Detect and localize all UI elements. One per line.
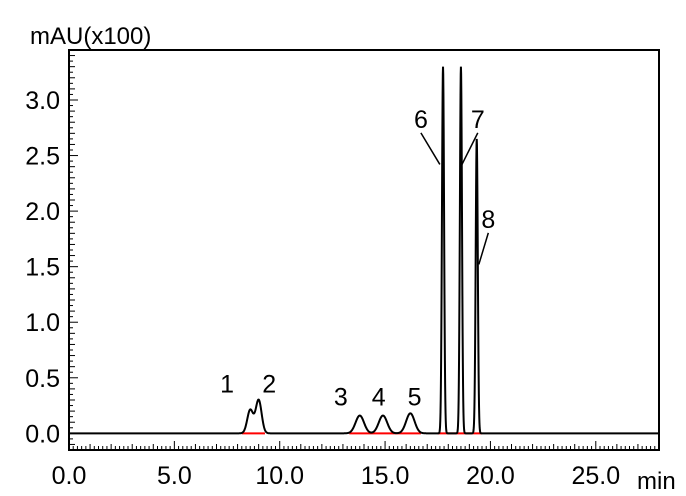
plot-frame — [68, 49, 660, 451]
y-tick-label: 3.0 — [25, 87, 60, 115]
peak-label: 4 — [372, 384, 386, 412]
peak-labels: 1 2 3 4 5 6 7 8 — [220, 106, 495, 412]
y-tick-label: 2.0 — [25, 198, 60, 226]
peak-label-leader — [461, 132, 479, 165]
chromatogram-trace — [69, 66, 659, 435]
x-tick-label: 25.0 — [571, 462, 620, 490]
x-tick-label: 15.0 — [361, 462, 410, 490]
y-axis-unit-label: mAU(x100) — [30, 23, 151, 50]
y-tick-label: 0.0 — [25, 420, 60, 448]
peak-label: 2 — [262, 370, 276, 398]
x-axis-unit-label: min — [637, 468, 676, 495]
peak-label-leader — [478, 232, 490, 265]
x-tick-label: 20.0 — [466, 462, 515, 490]
peak-label: 6 — [414, 106, 428, 134]
peak-label-leader — [420, 132, 441, 165]
axis-tick-labels: 0.0 5.0 10.0 15.0 20.0 25.0 0.0 0.5 1.0 1.5 2.0 2.5… — [25, 87, 620, 490]
y-tick-label: 0.5 — [25, 365, 60, 393]
y-tick-label: 1.5 — [25, 254, 60, 282]
y-tick-label: 2.5 — [25, 143, 60, 171]
axis-ticks — [68, 49, 660, 450]
peak-label: 3 — [334, 384, 348, 412]
y-tick-label: 1.0 — [25, 309, 60, 337]
peak-label: 5 — [408, 384, 422, 412]
x-tick-label: 5.0 — [157, 462, 192, 490]
x-tick-label: 10.0 — [255, 462, 304, 490]
x-tick-label: 0.0 — [52, 462, 87, 490]
peak-label: 7 — [471, 106, 485, 134]
peak-label: 1 — [220, 370, 234, 398]
peak-label: 8 — [481, 206, 495, 234]
